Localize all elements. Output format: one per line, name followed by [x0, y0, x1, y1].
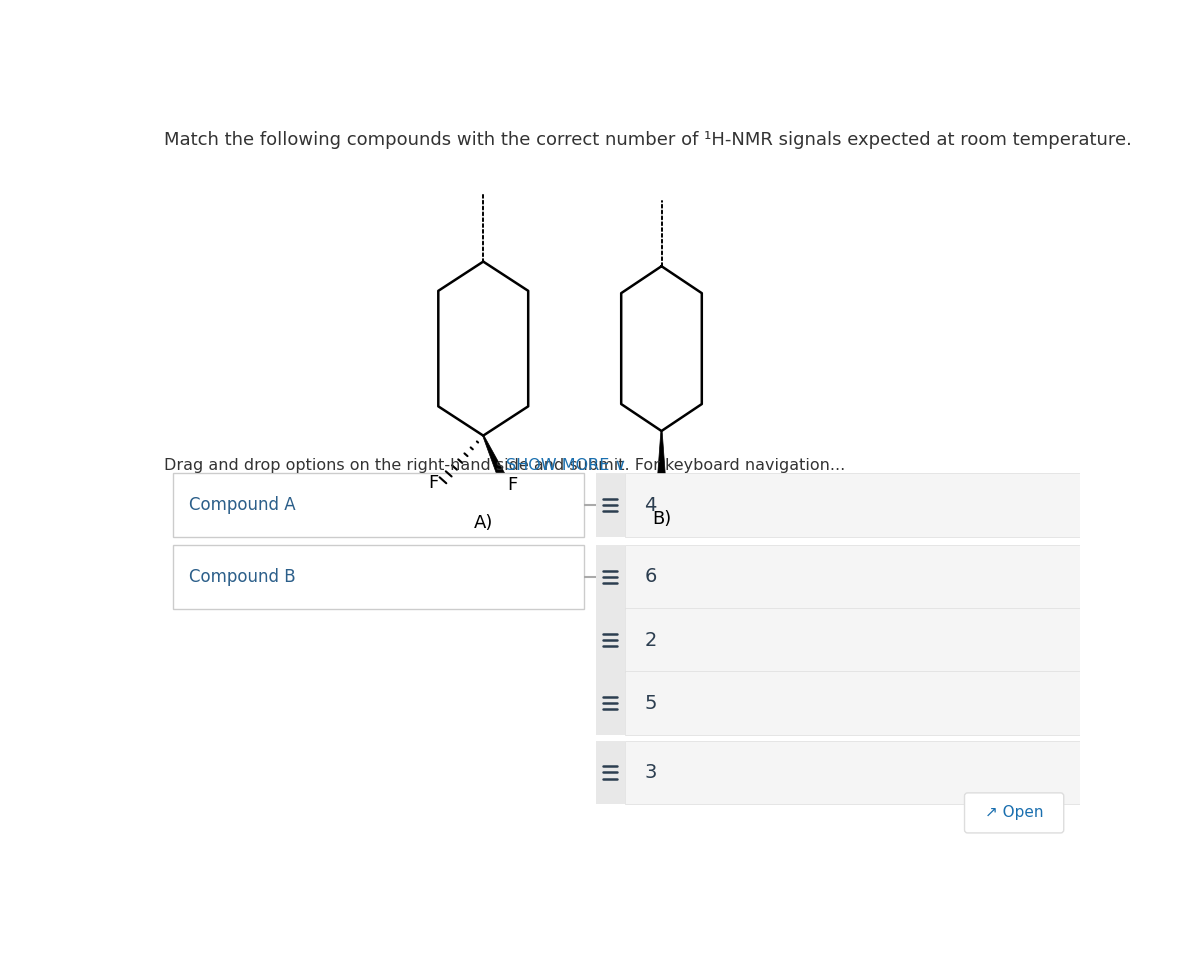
Text: Match the following compounds with the correct number of ¹H-NMR signals expected: Match the following compounds with the c…	[164, 131, 1132, 150]
FancyBboxPatch shape	[595, 545, 625, 609]
Polygon shape	[656, 431, 666, 486]
FancyBboxPatch shape	[965, 793, 1063, 833]
Text: B): B)	[652, 511, 671, 528]
Polygon shape	[482, 435, 509, 485]
Text: A): A)	[474, 514, 493, 532]
Text: Compound A: Compound A	[188, 496, 295, 514]
FancyBboxPatch shape	[173, 473, 584, 537]
FancyBboxPatch shape	[173, 545, 584, 609]
FancyBboxPatch shape	[625, 741, 1090, 805]
FancyBboxPatch shape	[625, 545, 1090, 609]
FancyBboxPatch shape	[595, 741, 625, 805]
FancyBboxPatch shape	[625, 671, 1090, 735]
Text: 2: 2	[644, 630, 656, 650]
Text: F: F	[508, 476, 518, 494]
FancyBboxPatch shape	[625, 473, 1090, 537]
Text: 5: 5	[644, 694, 656, 712]
Text: Compound B: Compound B	[188, 567, 295, 586]
Text: Drag and drop options on the right-hand side and submit. For keyboard navigation: Drag and drop options on the right-hand …	[164, 458, 845, 473]
Text: 3: 3	[644, 763, 656, 782]
Text: ↗ Open: ↗ Open	[985, 806, 1043, 820]
FancyBboxPatch shape	[595, 473, 625, 537]
Text: SHOW MORE ∨: SHOW MORE ∨	[506, 458, 626, 473]
FancyBboxPatch shape	[595, 608, 625, 672]
Text: 4: 4	[644, 496, 656, 514]
FancyBboxPatch shape	[625, 608, 1090, 672]
Text: F: F	[428, 474, 439, 492]
FancyBboxPatch shape	[595, 671, 625, 735]
Text: 6: 6	[644, 567, 656, 586]
